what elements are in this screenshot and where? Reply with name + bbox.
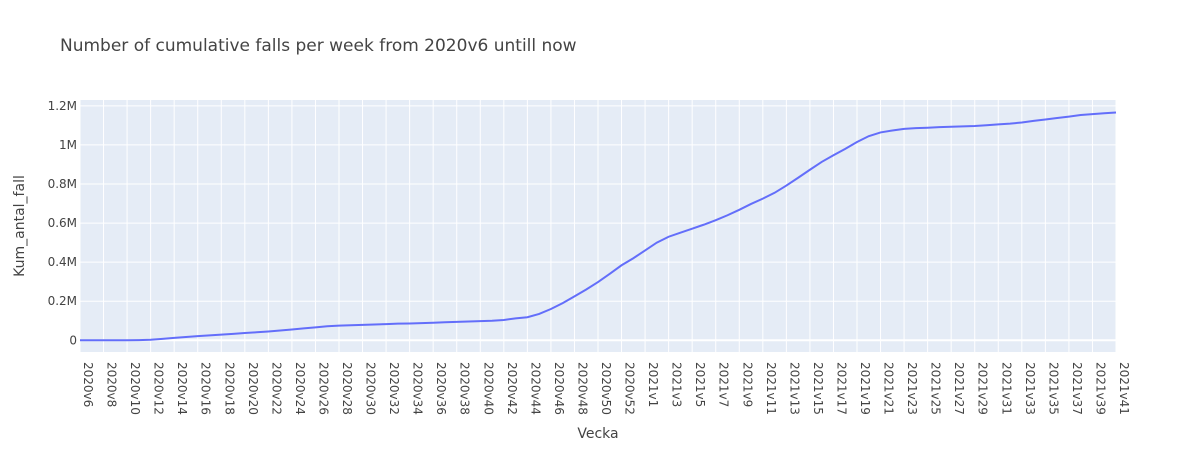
x-tick-label: 2021v11 <box>764 362 778 415</box>
x-tick-label: 2021v21 <box>882 362 896 415</box>
x-tick-label: 2021v25 <box>929 362 943 415</box>
x-tick-label: 2020v46 <box>552 362 566 415</box>
x-tick-label: 2021v29 <box>976 362 990 415</box>
x-tick-label: 2021v39 <box>1093 362 1107 415</box>
x-tick-label: 2020v34 <box>411 362 425 415</box>
x-tick-label: 2020v28 <box>340 362 354 415</box>
y-tick-label: 0.6M <box>48 216 77 230</box>
x-tick-labels: 2020v6 2020v8 2020v10 2020v12 2020v14 2020v16… <box>81 362 1131 415</box>
x-tick-label: 2020v30 <box>364 362 378 415</box>
x-tick-label: 2020v8 <box>105 362 119 407</box>
x-tick-label: 2021v23 <box>905 362 919 415</box>
series-line <box>80 111 1117 342</box>
x-tick-label: 2020v6 <box>81 362 95 407</box>
x-tick-label: 2020v12 <box>152 362 166 415</box>
x-axis-label: Vecka <box>577 426 618 442</box>
x-tick-label: 2021v7 <box>717 362 731 407</box>
y-gridlines <box>80 105 1116 342</box>
x-tick-label: 2021v1 <box>646 362 660 407</box>
x-tick-label: 2021v27 <box>952 362 966 415</box>
x-tick-label: 2020v48 <box>575 362 589 415</box>
y-tick-label: 0.8M <box>48 177 77 191</box>
x-tick-label: 2020v42 <box>505 362 519 415</box>
chart-title: Number of cumulative falls per week from… <box>60 36 577 56</box>
x-tick-label: 2020v36 <box>434 362 448 415</box>
y-tick-labels: 0 0.2M 0.4M 0.6M 0.8M 1M 1.2M <box>48 99 77 347</box>
x-tick-label: 2021v37 <box>1070 362 1084 415</box>
y-tick-label: 0 <box>69 333 77 347</box>
x-tick-label: 2020v20 <box>246 362 260 415</box>
x-tick-label: 2021v13 <box>787 362 801 415</box>
x-tick-label: 2020v38 <box>458 362 472 415</box>
x-tick-label: 2020v44 <box>528 362 542 415</box>
y-tick-label: 1.2M <box>48 99 77 113</box>
y-axis-label: Kum_antal_fall <box>12 175 28 277</box>
x-tick-label: 2021v41 <box>1117 362 1131 415</box>
x-tick-label: 2021v9 <box>740 362 754 407</box>
x-tick-label: 2021v5 <box>693 362 707 407</box>
y-tick-label: 1M <box>59 138 77 152</box>
x-tick-label: 2021v33 <box>1023 362 1037 415</box>
x-tick-label: 2020v24 <box>293 362 307 415</box>
x-tick-label: 2021v19 <box>858 362 872 415</box>
x-tick-label: 2021v17 <box>834 362 848 415</box>
x-gridlines <box>79 100 1117 352</box>
x-tick-label: 2020v52 <box>623 362 637 415</box>
x-tick-label: 2020v10 <box>128 362 142 415</box>
x-tick-label: 2020v40 <box>481 362 495 415</box>
x-tick-label: 2020v26 <box>316 362 330 415</box>
x-tick-label: 2021v31 <box>999 362 1013 415</box>
x-tick-label: 2020v50 <box>599 362 613 415</box>
y-tick-label: 0.4M <box>48 255 77 269</box>
x-tick-label: 2021v35 <box>1046 362 1060 415</box>
x-tick-label: 2020v22 <box>269 362 283 415</box>
x-tick-label: 2020v32 <box>387 362 401 415</box>
x-tick-label: 2021v3 <box>670 362 684 407</box>
x-tick-label: 2020v16 <box>199 362 213 415</box>
y-tick-label: 0.2M <box>48 294 77 308</box>
x-tick-label: 2021v15 <box>811 362 825 415</box>
x-tick-label: 2020v14 <box>175 362 189 415</box>
x-tick-label: 2020v18 <box>222 362 236 415</box>
